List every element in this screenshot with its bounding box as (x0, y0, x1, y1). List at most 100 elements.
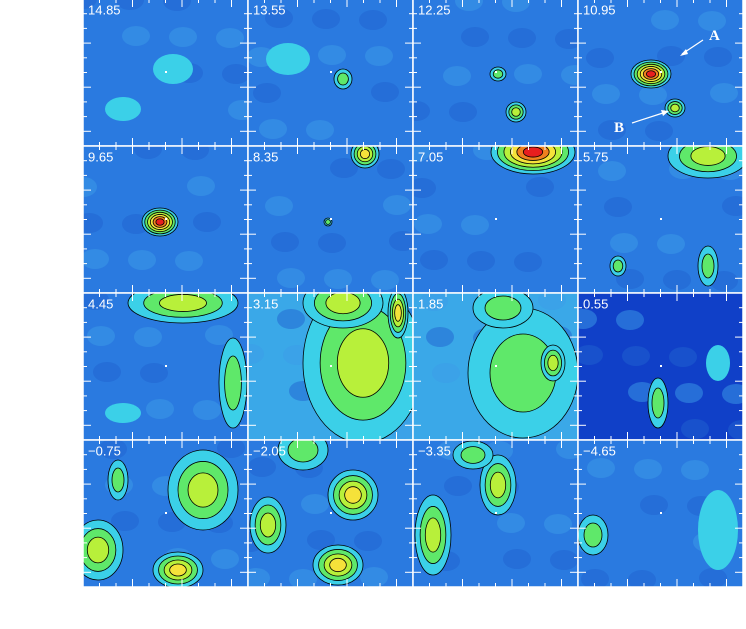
emission-contour (489, 471, 507, 499)
annotations: A B (614, 28, 720, 136)
panel: 3.15 (247, 292, 414, 441)
noise-patch (420, 293, 448, 311)
velocity-label: 10.95 (583, 3, 616, 18)
noise-patch (83, 177, 97, 197)
emission-contour (155, 218, 165, 226)
noise-patch (449, 102, 477, 122)
emission-contour (329, 557, 347, 573)
noise-patch (413, 101, 430, 121)
noise-patch (259, 119, 287, 139)
noise-patch (330, 158, 358, 178)
noise-patch (550, 550, 578, 570)
emission-contour (511, 107, 521, 117)
noise-patch (555, 29, 578, 49)
emission-contour (187, 472, 219, 508)
velocity-label: 9.65 (88, 150, 113, 165)
emission-contour (259, 512, 277, 538)
annotation-label: A (709, 28, 720, 44)
noise-patch (675, 383, 703, 403)
noise-patch (704, 47, 732, 67)
velocity-label: −2.05 (253, 444, 286, 459)
noise-patch (432, 363, 460, 383)
noise-patch (604, 197, 632, 217)
center-marker (330, 71, 332, 73)
noise-patch (216, 28, 244, 48)
emission-contour (492, 69, 504, 79)
center-marker (495, 218, 497, 220)
noise-patch (722, 196, 743, 216)
noise-patch (271, 232, 299, 252)
noise-patch (640, 495, 668, 515)
panel: 9.65 (82, 145, 249, 294)
noise-patch (217, 440, 245, 458)
noise-patch (306, 120, 334, 140)
noise-patch (544, 514, 572, 534)
panel: 0.55 (577, 292, 744, 441)
panel-image (83, 440, 248, 587)
noise-patch (508, 28, 536, 48)
noise-patch (598, 161, 626, 181)
emission-contour (86, 536, 110, 564)
noise-patch (83, 293, 109, 310)
velocity-label: 3.15 (253, 297, 278, 312)
noise-patch (598, 120, 626, 140)
emission-contour (169, 563, 187, 577)
noise-patch (503, 549, 531, 569)
emission-contour (701, 253, 715, 279)
noise-patch (187, 176, 215, 196)
noise-patch (663, 270, 691, 290)
noise-patch (561, 65, 578, 85)
panel-grid: 14.85 13.55 12.25 10.95 9.65 8.35 7.05 5.75 4.45… (82, 0, 744, 588)
noise-patch (365, 46, 393, 66)
emission-contour (522, 146, 544, 158)
noise-patch (371, 270, 399, 290)
panel-image (413, 0, 578, 146)
noise-patch (360, 567, 388, 587)
velocity-label: 7.05 (418, 150, 443, 165)
noise-patch (578, 309, 597, 329)
emission-contour (105, 97, 141, 121)
noise-patch (578, 345, 603, 365)
emission-contour (337, 72, 349, 86)
noise-patch (698, 11, 726, 31)
noise-patch (83, 0, 97, 9)
noise-patch (710, 83, 738, 103)
noise-patch (163, 0, 191, 11)
emission-contour (153, 54, 193, 84)
noise-patch (146, 399, 174, 419)
emission-contour (159, 294, 207, 312)
noise-patch (324, 269, 352, 289)
annotation-label: B (614, 120, 624, 136)
center-marker (330, 218, 332, 220)
noise-patch (193, 400, 221, 420)
velocity-label: 1.85 (418, 297, 443, 312)
noise-patch (497, 513, 525, 533)
center-marker (165, 71, 167, 73)
noise-patch (134, 327, 162, 347)
panel-image (248, 440, 413, 587)
velocity-label: 14.85 (88, 3, 121, 18)
panel: 12.25 (412, 0, 579, 147)
velocity-label: −0.75 (88, 444, 121, 459)
noise-patch (193, 212, 221, 232)
panel-image (578, 0, 743, 146)
noise-patch (420, 250, 448, 270)
velocity-label: 5.75 (583, 150, 608, 165)
panel-image (83, 293, 248, 440)
noise-patch (467, 251, 495, 271)
emission-contour (698, 490, 738, 570)
velocity-label: −3.35 (418, 444, 451, 459)
noise-patch (610, 233, 638, 253)
center-marker (330, 512, 332, 514)
noise-patch (634, 459, 662, 479)
emission-contour (111, 467, 125, 493)
center-marker (495, 512, 497, 514)
panel: 5.75 (577, 145, 744, 294)
noise-patch (122, 26, 150, 46)
noise-patch (134, 146, 162, 159)
noise-patch (377, 159, 405, 179)
panel: −4.65 (577, 439, 744, 588)
noise-patch (205, 325, 233, 345)
center-marker (660, 71, 662, 73)
